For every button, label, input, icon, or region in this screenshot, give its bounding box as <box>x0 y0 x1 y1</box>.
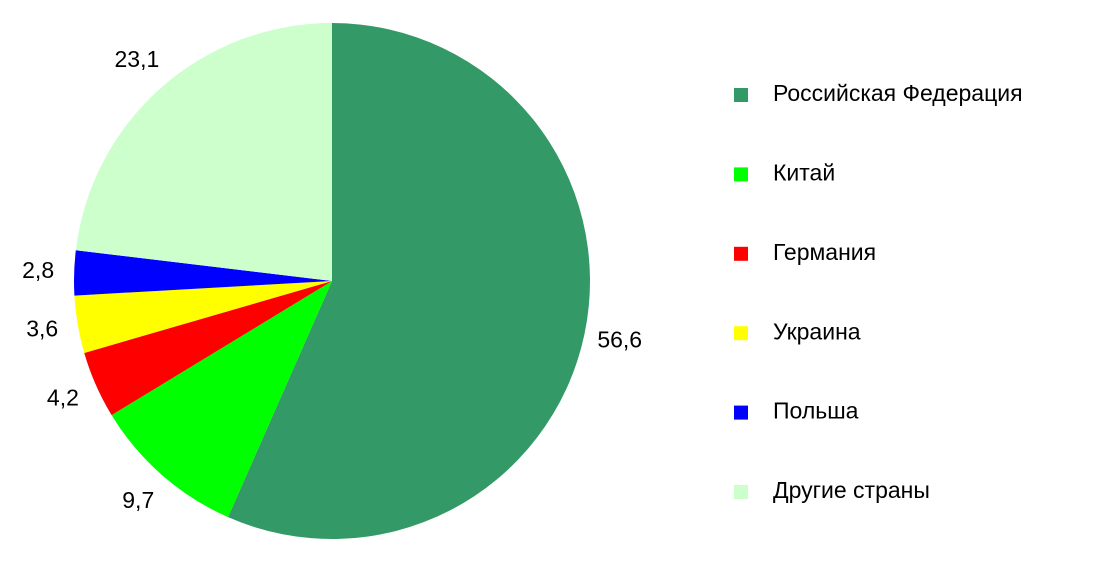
pie-slice <box>84 281 332 416</box>
data-label: 3,6 <box>26 316 58 342</box>
legend-swatch <box>734 405 748 420</box>
data-label: 2,8 <box>22 257 54 283</box>
data-label: 56,6 <box>597 327 642 353</box>
legend-swatch <box>734 326 748 341</box>
pie-slice <box>74 250 332 296</box>
data-label: 4,2 <box>47 385 79 411</box>
legend-label: Китай <box>773 159 835 185</box>
pie-slice <box>228 23 590 540</box>
pie-slice <box>75 23 332 281</box>
data-label: 23,1 <box>114 46 159 72</box>
legend-swatch <box>734 167 748 182</box>
data-label: 9,7 <box>122 487 154 513</box>
pie-slice <box>74 281 332 353</box>
legend-swatch <box>734 246 748 261</box>
legend-swatch <box>734 485 748 499</box>
legend-label: Польша <box>773 398 859 424</box>
legend-label: Украина <box>773 318 861 344</box>
legend-label: Другие страны <box>773 477 930 503</box>
pie-slice <box>111 281 332 518</box>
legend-label: Российская Федерация <box>773 80 1023 106</box>
legend-swatch <box>734 88 748 102</box>
legend-label: Германия <box>773 239 876 265</box>
